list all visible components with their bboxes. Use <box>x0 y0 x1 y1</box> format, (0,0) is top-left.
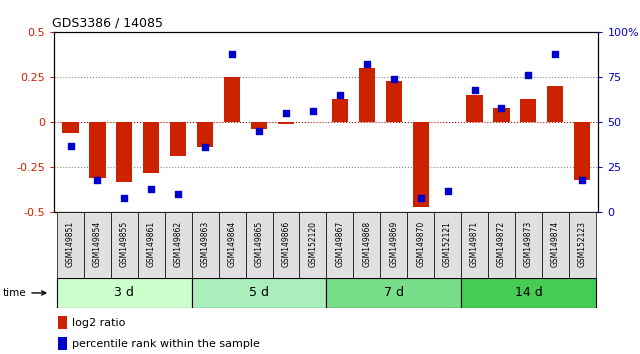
Point <box>577 177 588 183</box>
Text: GSM149873: GSM149873 <box>524 221 533 267</box>
Point <box>92 177 102 183</box>
Bar <box>84 212 111 278</box>
Bar <box>192 212 219 278</box>
Text: GSM149869: GSM149869 <box>389 221 398 267</box>
Bar <box>493 108 509 122</box>
Text: GSM149861: GSM149861 <box>147 221 156 267</box>
Text: GSM149872: GSM149872 <box>497 221 506 267</box>
Point <box>200 144 211 150</box>
Bar <box>197 122 213 147</box>
Text: GSM149864: GSM149864 <box>228 221 237 267</box>
Point <box>254 129 264 134</box>
Bar <box>251 122 267 129</box>
Point <box>227 51 237 56</box>
Text: GSM149855: GSM149855 <box>120 221 129 267</box>
Bar <box>246 212 273 278</box>
Bar <box>413 122 429 207</box>
Point <box>388 76 399 82</box>
Bar <box>111 212 138 278</box>
Bar <box>90 122 106 178</box>
Bar <box>515 212 542 278</box>
Bar <box>542 212 569 278</box>
Bar <box>143 122 159 173</box>
Text: log2 ratio: log2 ratio <box>72 318 125 328</box>
Point <box>550 51 561 56</box>
Bar <box>547 86 563 122</box>
Text: GDS3386 / 14085: GDS3386 / 14085 <box>52 16 163 29</box>
Text: GSM149863: GSM149863 <box>201 221 210 267</box>
Bar <box>332 99 348 122</box>
Bar <box>165 212 192 278</box>
Bar <box>224 77 240 122</box>
Bar <box>380 212 407 278</box>
Bar <box>273 212 300 278</box>
Bar <box>63 122 79 133</box>
Bar <box>219 212 246 278</box>
Point <box>415 195 426 201</box>
Text: GSM149870: GSM149870 <box>416 221 425 267</box>
Point <box>335 92 345 98</box>
Point <box>146 186 156 192</box>
Text: 7 d: 7 d <box>384 286 404 299</box>
Bar <box>326 212 353 278</box>
Bar <box>300 212 326 278</box>
Text: GSM149868: GSM149868 <box>362 221 371 267</box>
Point <box>362 62 372 67</box>
Bar <box>58 316 67 329</box>
Text: GSM149865: GSM149865 <box>255 221 264 267</box>
Point <box>281 110 291 116</box>
Bar <box>57 212 84 278</box>
Text: 3 d: 3 d <box>115 286 134 299</box>
Bar <box>407 212 434 278</box>
Point <box>119 195 129 201</box>
Bar <box>569 212 596 278</box>
Bar <box>520 99 536 122</box>
Bar <box>116 122 132 182</box>
Point <box>524 72 534 78</box>
Bar <box>386 81 402 122</box>
Bar <box>192 278 326 308</box>
Bar <box>461 278 596 308</box>
Text: GSM149867: GSM149867 <box>335 221 344 267</box>
Bar <box>358 68 375 122</box>
Text: GSM149871: GSM149871 <box>470 221 479 267</box>
Text: GSM152123: GSM152123 <box>578 221 587 267</box>
Text: GSM149851: GSM149851 <box>66 221 75 267</box>
Bar <box>170 122 186 156</box>
Bar <box>461 212 488 278</box>
Point <box>469 87 479 92</box>
Text: GSM152121: GSM152121 <box>443 221 452 267</box>
Text: GSM149854: GSM149854 <box>93 221 102 267</box>
Text: GSM152120: GSM152120 <box>308 221 317 267</box>
Point <box>442 188 452 194</box>
Text: GSM149862: GSM149862 <box>174 221 183 267</box>
Bar <box>326 278 461 308</box>
Text: GSM149874: GSM149874 <box>551 221 560 267</box>
Bar <box>574 122 590 180</box>
Point <box>497 105 507 110</box>
Bar <box>488 212 515 278</box>
Point <box>65 143 76 148</box>
Bar <box>467 95 483 122</box>
Bar <box>138 212 165 278</box>
Text: time: time <box>3 288 45 298</box>
Bar <box>278 122 294 124</box>
Text: GSM149866: GSM149866 <box>282 221 291 267</box>
Bar <box>353 212 380 278</box>
Bar <box>58 337 67 350</box>
Point <box>173 192 184 197</box>
Text: 14 d: 14 d <box>515 286 542 299</box>
Text: 5 d: 5 d <box>249 286 269 299</box>
Bar <box>434 212 461 278</box>
Point <box>308 108 318 114</box>
Bar <box>57 278 192 308</box>
Text: percentile rank within the sample: percentile rank within the sample <box>72 339 260 349</box>
